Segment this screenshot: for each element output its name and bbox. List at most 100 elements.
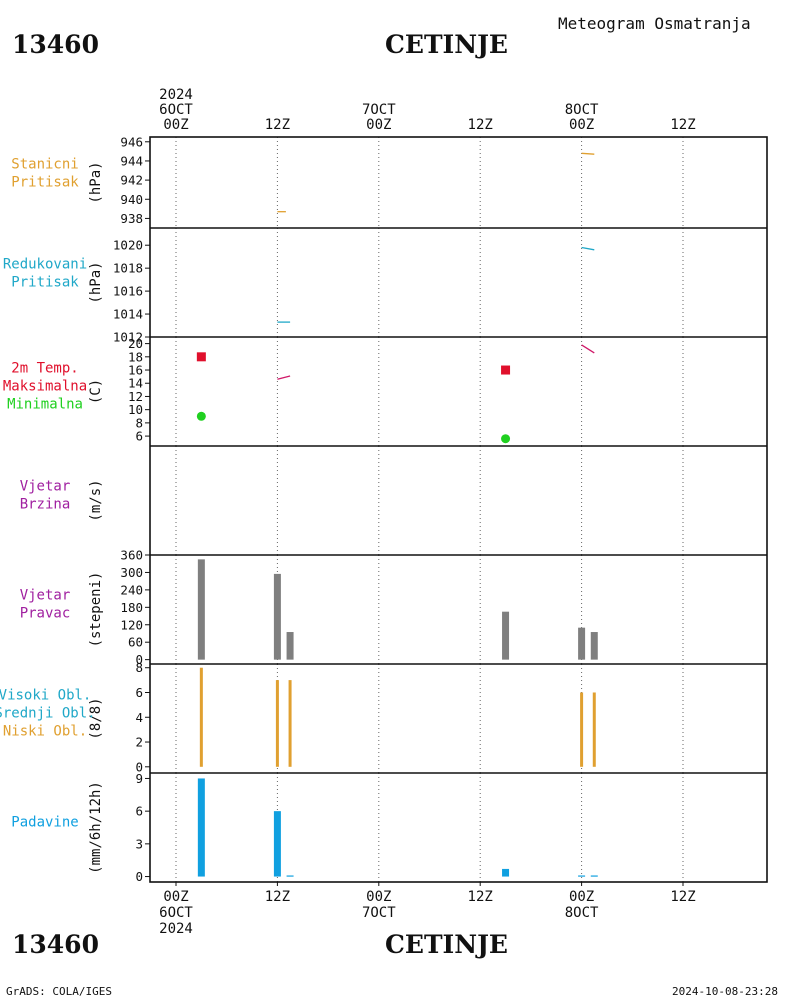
y-tick-label: 0	[135, 869, 143, 884]
panel-p-oblaci: 0 2 4 6 8 (8/8)Visoki Obl. Srednji Obl. Niski O…	[0, 660, 684, 774]
station-name-top: CETINJE	[385, 30, 508, 59]
y-tick-label: 16	[128, 363, 143, 378]
y-tick-label: 944	[120, 153, 143, 168]
y-tick-label: 6	[135, 804, 143, 819]
time-axis-top-label: 6OCT	[159, 102, 193, 118]
y-tick-label: 940	[120, 192, 143, 207]
time-axis-top-label: 12Z	[468, 117, 493, 133]
bar	[275, 680, 279, 767]
unit-label: (stepeni)	[88, 572, 104, 648]
bar	[199, 667, 203, 767]
variable-label: Visoki Obl.	[0, 688, 91, 704]
y-tick-label: 12	[128, 389, 143, 404]
station-id-top: 13460	[12, 30, 99, 59]
time-axis-top-label: 00Z	[366, 117, 391, 133]
bar	[286, 632, 294, 660]
bar	[502, 611, 510, 660]
y-tick-label: 14	[128, 376, 143, 391]
bar	[197, 559, 205, 660]
bar	[288, 680, 292, 767]
variable-label: Redukovani	[3, 257, 87, 273]
plot-frame	[149, 136, 768, 883]
unit-label: (mm/6h/12h)	[88, 781, 104, 874]
bar	[273, 811, 281, 877]
panel-p-vjetar-brzina: (m/s) Vjetar Brzina	[20, 446, 684, 555]
time-axis-bottom-label: 00Z	[366, 889, 391, 905]
time-axis-bottom-label: 00Z	[163, 889, 188, 905]
variable-label: Minimalna	[7, 397, 83, 413]
variable-label: Stanicni	[11, 157, 78, 173]
time-axis-bottom-label: 6OCT	[159, 905, 193, 921]
time-axis-bottom-label: 2024	[159, 921, 193, 937]
series-segment	[581, 246, 595, 251]
time-axis-bottom-label: 7OCT	[362, 905, 396, 921]
y-tick-label: 360	[120, 548, 143, 563]
y-tick-label: 9	[135, 771, 143, 786]
min-temp-point	[196, 411, 206, 421]
y-tick-label: 0	[135, 759, 143, 774]
series-segment	[581, 344, 595, 354]
y-tick-label: 3	[135, 836, 143, 851]
y-tick-label: 20	[128, 336, 143, 351]
y-tick-label: 1012	[113, 330, 143, 345]
bar	[590, 875, 598, 877]
bar	[502, 868, 510, 877]
y-tick-label: 240	[120, 582, 143, 597]
time-axis-top-label: 12Z	[670, 117, 695, 133]
footer-timestamp: 2024-10-08-23:28	[672, 985, 778, 998]
unit-label: (m/s)	[88, 479, 104, 521]
max-temp-point	[196, 352, 206, 362]
series-segment	[277, 375, 291, 380]
time-axis-bottom-label: 8OCT	[565, 905, 599, 921]
variable-label: Pravac	[20, 606, 71, 622]
bar	[580, 692, 584, 767]
bar	[197, 778, 205, 877]
y-tick-label: 4	[135, 710, 143, 725]
variable-label: Pritisak	[11, 175, 79, 191]
y-tick-label: 8	[135, 415, 143, 430]
panel-p-redukovani: 1012 1014 1016 1018 1020 (hPa)Redukovani Priti…	[3, 228, 684, 345]
variable-label: Pritisak	[11, 275, 79, 291]
y-tick-label: 946	[120, 134, 143, 149]
y-tick-label: 180	[120, 600, 143, 615]
unit-label: (hPa)	[88, 261, 104, 303]
y-tick-label: 1018	[113, 261, 143, 276]
time-axis-top-label: 2024	[159, 87, 193, 103]
panel-p-stanicni: 938 940 942 944 946 (hPa) Stanicni Pritisak	[11, 134, 684, 228]
max-temp-point	[501, 365, 511, 375]
unit-label: (hPa)	[88, 161, 104, 203]
time-axis-top-label: 12Z	[265, 117, 290, 133]
y-tick-label: 2	[135, 735, 143, 750]
time-axis-bottom-label: 12Z	[670, 889, 695, 905]
bar	[273, 573, 281, 660]
y-tick-label: 1016	[113, 284, 143, 299]
y-tick-label: 1014	[113, 307, 143, 322]
y-tick-label: 120	[120, 617, 143, 632]
time-axis-top-label: 8OCT	[565, 102, 599, 118]
y-tick-label: 300	[120, 565, 143, 580]
station-id-bottom: 13460	[12, 930, 99, 959]
product-title: Meteogram Osmatranja	[558, 14, 751, 33]
variable-label: Maksimalna	[3, 379, 87, 395]
variable-label: Vjetar	[20, 479, 71, 495]
y-tick-label: 0	[135, 652, 143, 667]
unit-label: (8/8)	[88, 697, 104, 739]
series-segment	[581, 152, 595, 155]
variable-label: Vjetar	[20, 588, 71, 604]
y-tick-label: 942	[120, 173, 143, 188]
y-tick-label: 938	[120, 211, 143, 226]
bar	[578, 627, 586, 660]
y-tick-label: 10	[128, 402, 143, 417]
y-tick-label: 60	[128, 635, 143, 650]
time-axis-top-label: 7OCT	[362, 102, 396, 118]
time-axis-bottom-label: 00Z	[569, 889, 594, 905]
variable-label: Niski Obl.	[3, 724, 87, 740]
time-axis-top-label: 00Z	[569, 117, 594, 133]
bar	[286, 875, 294, 877]
min-temp-point	[501, 434, 511, 444]
y-tick-label: 8	[135, 660, 143, 675]
y-tick-label: 1020	[113, 238, 143, 253]
